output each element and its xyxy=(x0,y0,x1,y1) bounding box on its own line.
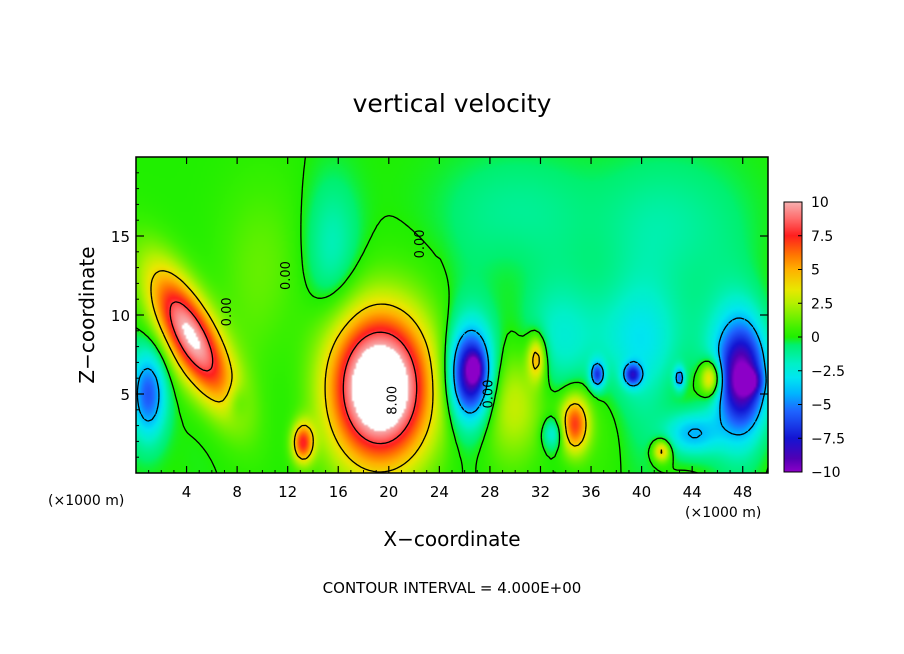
x-tick-label: 32 xyxy=(531,483,550,501)
x-tick-label: 44 xyxy=(683,483,702,501)
x-tick-label: 20 xyxy=(379,483,398,501)
x-tick-label: 16 xyxy=(329,483,348,501)
colorbar-ticks: 10 7.5 5 2.5 0 −2.5 −5 −7.5 −10 xyxy=(798,195,845,481)
x-tick-label: 24 xyxy=(430,483,449,501)
contour-label: 0.00 xyxy=(220,297,235,326)
x-tick-label: 36 xyxy=(581,483,600,501)
velocity-field xyxy=(136,157,768,473)
x-tick-label: 4 xyxy=(182,483,192,501)
colorbar-label: −10 xyxy=(811,465,841,481)
x-unit-right: (×1000 m) xyxy=(685,505,761,521)
contour-line-positive xyxy=(169,301,418,445)
x-tick-label: 48 xyxy=(733,483,752,501)
x-axis-label: X−coordinate xyxy=(383,527,520,551)
colorbar-label: 10 xyxy=(811,195,829,211)
x-axis-ticks: 4 8 12 16 20 24 28 32 36 40 44 48 xyxy=(148,157,756,501)
contour-label: 0.00 xyxy=(279,261,294,290)
y-tick-label: 15 xyxy=(111,228,130,246)
contour-line-positive xyxy=(150,270,663,473)
x-tick-label: 12 xyxy=(278,483,297,501)
contour-label: 0.00 xyxy=(481,380,496,409)
contour-label: 0.00 xyxy=(413,229,428,258)
x-tick-label: 40 xyxy=(632,483,651,501)
y-axis-ticks: 5 10 15 xyxy=(111,172,768,458)
colorbar-label: −2.5 xyxy=(811,364,845,380)
contour-lines xyxy=(136,157,768,473)
y-tick-label: 10 xyxy=(111,307,130,325)
plot-area: 0.00 0.00 0.00 8.00 0.00 xyxy=(135,156,769,474)
colorbar: 10 7.5 5 2.5 0 −2.5 −5 −7.5 −10 xyxy=(783,195,845,481)
colorbar-label: 2.5 xyxy=(811,296,833,312)
contour-labels: 0.00 0.00 0.00 8.00 0.00 xyxy=(220,229,497,414)
y-tick-label: 5 xyxy=(120,386,130,404)
x-tick-label: 28 xyxy=(480,483,499,501)
chart-title: vertical velocity xyxy=(353,89,552,118)
y-axis-label: Z−coordinate xyxy=(75,246,99,383)
colorbar-label: 7.5 xyxy=(811,229,833,245)
colorbar-label: −5 xyxy=(811,398,832,414)
x-unit-left: (×1000 m) xyxy=(48,493,124,509)
colorbar-label: −7.5 xyxy=(811,431,845,447)
contour-interval-footer: CONTOUR INTERVAL = 4.000E+00 xyxy=(323,579,582,597)
colorbar-label: 0 xyxy=(811,330,820,346)
contour-label: 8.00 xyxy=(385,386,400,415)
colorbar-label: 5 xyxy=(811,263,820,279)
x-tick-label: 8 xyxy=(232,483,242,501)
